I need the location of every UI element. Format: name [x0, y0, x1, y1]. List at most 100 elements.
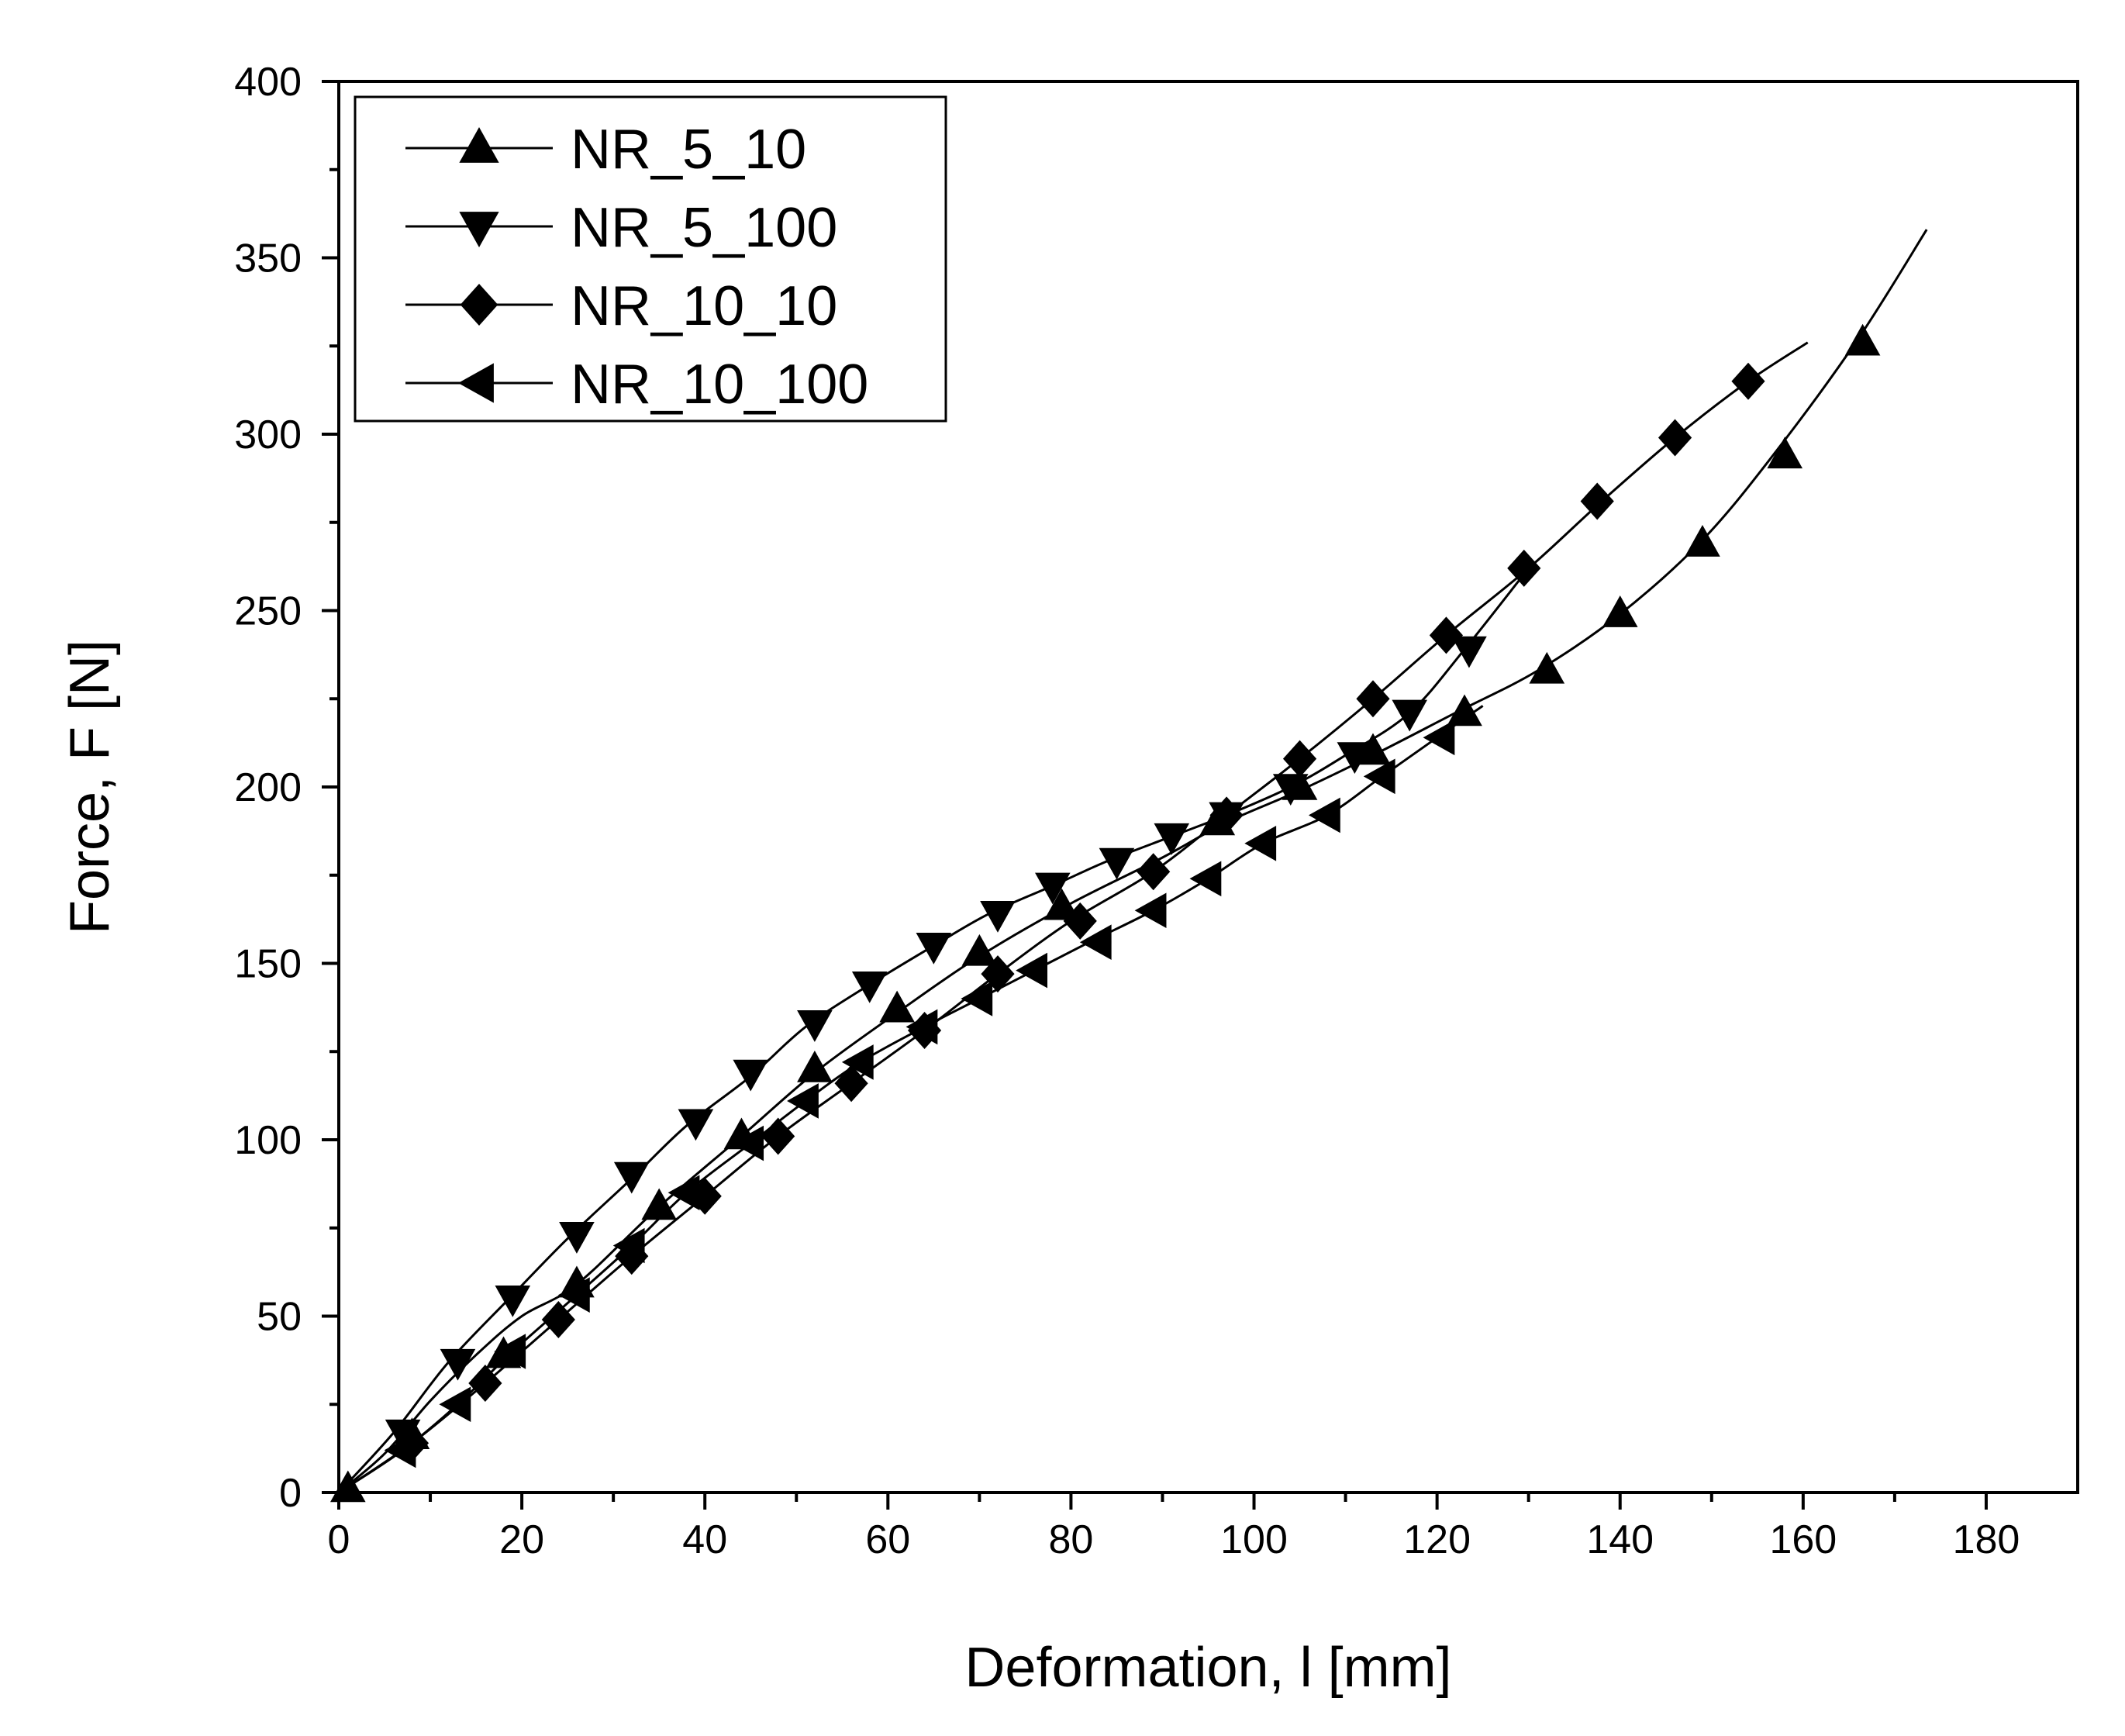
legend-item: NR_10_100	[405, 354, 868, 416]
x-axis-title: Deformation, l [mm]	[964, 1637, 1451, 1699]
data-point	[1016, 952, 1047, 989]
data-point	[1137, 853, 1171, 891]
data-point	[384, 1432, 416, 1469]
data-point	[1507, 549, 1541, 587]
data-point	[1044, 888, 1080, 920]
data-point	[733, 1059, 769, 1092]
series-line	[338, 705, 1484, 1494]
x-tick-label: 0	[328, 1517, 350, 1562]
x-tick-label: 40	[682, 1517, 727, 1562]
y-tick-label: 200	[234, 765, 302, 810]
x-tick-label: 20	[499, 1517, 544, 1562]
series-NR_5_100	[337, 567, 1530, 1494]
series-NR_10_10	[338, 341, 1809, 1494]
legend-marker	[459, 127, 499, 163]
data-point	[1392, 699, 1428, 732]
data-point	[1529, 651, 1565, 684]
x-tick-label: 160	[1769, 1517, 1837, 1562]
data-point	[1844, 323, 1881, 356]
data-point	[1731, 362, 1765, 400]
data-point	[1154, 823, 1190, 855]
data-point	[468, 1364, 502, 1402]
data-point	[1209, 796, 1244, 834]
legend-label: NR_10_10	[571, 275, 837, 337]
data-point	[557, 1277, 590, 1313]
x-tick-label: 100	[1220, 1517, 1288, 1562]
series-NR_5_10	[330, 229, 1928, 1503]
data-point	[1602, 595, 1638, 627]
data-point	[1189, 861, 1222, 897]
y-tick-label: 300	[234, 412, 302, 457]
data-point	[440, 1348, 476, 1381]
y-axis-title: Force, F [N]	[59, 640, 121, 934]
data-point	[495, 1285, 531, 1317]
plot-frame	[337, 80, 2079, 1494]
x-tick-label: 80	[1048, 1517, 1093, 1562]
data-point	[1063, 902, 1097, 940]
data-point	[787, 1083, 819, 1119]
data-point	[1079, 924, 1112, 960]
series-layer	[330, 229, 1928, 1503]
data-point	[1244, 826, 1277, 861]
data-point	[841, 1044, 874, 1080]
data-point	[961, 981, 993, 1016]
y-tick-label: 350	[234, 236, 302, 281]
legend-box	[354, 95, 947, 423]
data-point	[797, 1010, 833, 1042]
data-point	[559, 1222, 595, 1254]
data-point	[1451, 636, 1487, 668]
legend-marker	[458, 363, 494, 403]
legend-item: NR_10_10	[405, 275, 837, 337]
data-point	[761, 1117, 795, 1155]
data-point	[494, 1334, 526, 1369]
x-tick-label: 120	[1403, 1517, 1471, 1562]
legend-label: NR_10_100	[571, 354, 868, 416]
data-point	[1685, 525, 1720, 557]
data-point	[1767, 437, 1803, 469]
data-point	[1099, 847, 1135, 880]
legend-marker	[460, 284, 498, 326]
data-point	[1337, 742, 1373, 775]
data-point	[834, 1065, 868, 1103]
x-tick-label: 60	[865, 1517, 910, 1562]
y-tick-label: 50	[257, 1295, 302, 1340]
legend: NR_5_10 NR_5_100 NR_10_10 NR_10_100	[354, 95, 947, 423]
data-point	[1447, 694, 1482, 726]
data-point	[1363, 758, 1395, 795]
y-tick-label: 400	[234, 60, 302, 105]
data-point	[541, 1301, 575, 1339]
data-point	[613, 1161, 650, 1194]
data-point	[668, 1175, 700, 1211]
data-point	[879, 990, 915, 1023]
data-point	[916, 932, 952, 965]
data-point	[612, 1227, 645, 1264]
x-tick-label: 180	[1953, 1517, 2020, 1562]
legend-label: NR_5_100	[571, 197, 837, 259]
data-point	[732, 1125, 764, 1161]
y-tick-label: 150	[234, 942, 302, 987]
data-point	[851, 972, 888, 1003]
y-tick-label: 0	[279, 1471, 302, 1516]
series-NR_10_100	[338, 705, 1484, 1494]
data-point	[1423, 720, 1455, 756]
data-point	[797, 1051, 833, 1082]
data-point	[1308, 797, 1340, 833]
data-point	[1658, 419, 1692, 457]
data-point	[980, 901, 1016, 933]
y-tick-label: 100	[234, 1118, 302, 1163]
data-point	[1356, 680, 1390, 718]
data-point	[1580, 482, 1614, 520]
data-point	[1134, 892, 1167, 929]
data-point	[641, 1188, 677, 1220]
x-tick-label: 140	[1586, 1517, 1654, 1562]
y-tick-label: 250	[234, 589, 302, 634]
data-point	[1282, 740, 1317, 778]
legend-item: NR_5_10	[405, 119, 806, 181]
legend-marker	[459, 212, 499, 247]
data-point	[906, 1009, 938, 1045]
data-point	[678, 1109, 714, 1141]
axes: 0 20 40 60 80 100 120 140 160 180 0 50 100 150 200 250 3…	[234, 60, 2020, 1562]
data-point	[1272, 774, 1309, 806]
